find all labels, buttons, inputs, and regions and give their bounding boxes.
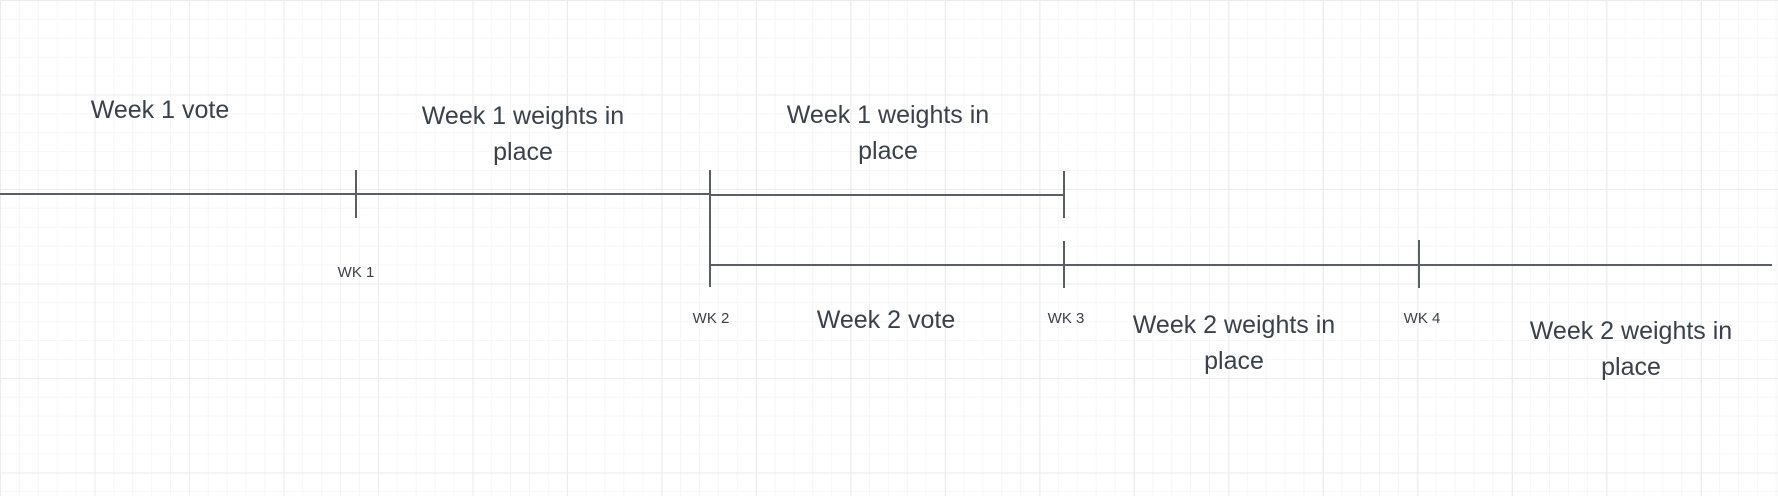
label-week2-weights-1: Week 2 weights in place (1132, 311, 1336, 375)
label-week2-vote: Week 2 vote (816, 306, 956, 334)
label-week1-vote: Week 1 vote (90, 96, 230, 124)
label-week1-weights-2: Week 1 weights in place (786, 101, 990, 165)
tick-label-wk2: WK 2 (692, 310, 730, 327)
tick-label-wk3: WK 3 (1047, 310, 1085, 327)
tick-label-wk1: WK 1 (337, 264, 375, 281)
label-week2-weights-2: Week 2 weights in place (1529, 317, 1733, 381)
label-week1-weights-1: Week 1 weights in place (421, 102, 625, 166)
tick-label-wk4: WK 4 (1403, 310, 1441, 327)
